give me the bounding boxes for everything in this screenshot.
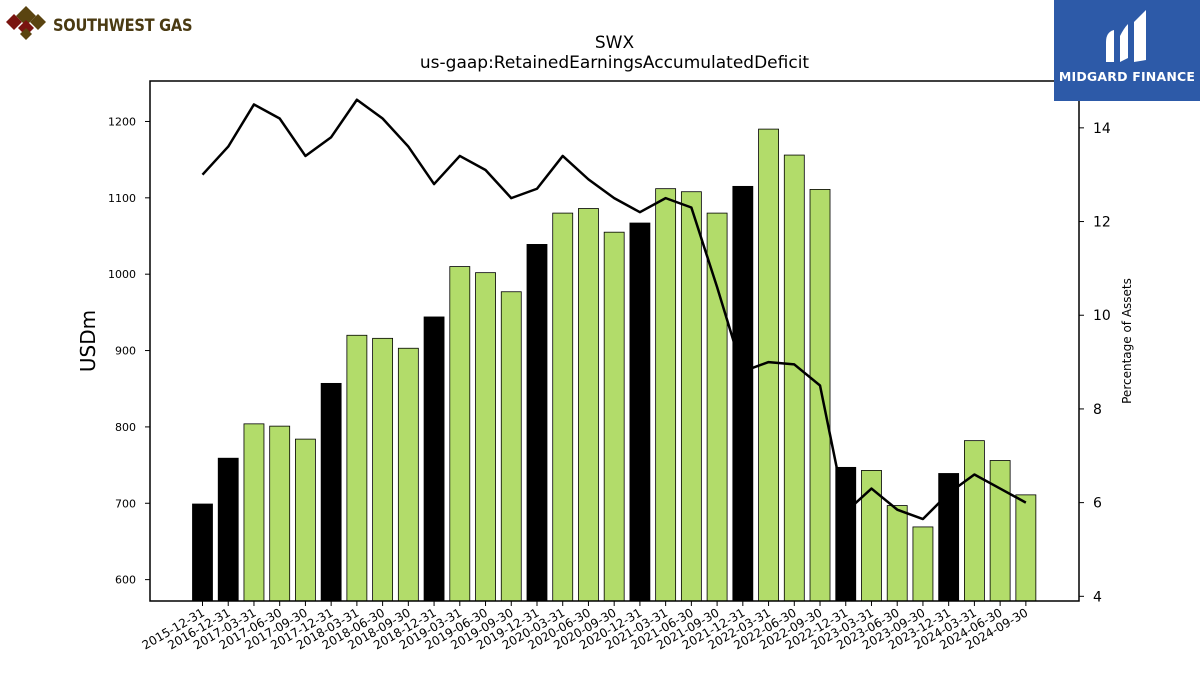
bar-2021-06-30 [680, 191, 702, 602]
y2-tick-label: 10 [1093, 308, 1111, 324]
left-axis-ticks: 600 700 800 900 1000 1100 1200 [108, 115, 150, 587]
bar-2019-03-31 [449, 266, 471, 602]
y-tick-label: 700 [115, 497, 136, 510]
y-tick-label: 1100 [108, 192, 136, 205]
bar-2019-06-30 [475, 272, 496, 602]
chart-title: SWX [595, 33, 635, 53]
bar-2021-09-30 [706, 212, 728, 602]
bar-2024-09-30 [1015, 494, 1037, 602]
bar-2017-03-31 [243, 423, 265, 602]
company-name: SOUTHWEST GAS [53, 16, 193, 36]
bar-2022-12-31 [835, 466, 857, 602]
midgard-emblem-icon [1106, 10, 1146, 62]
bar-2017-06-30 [269, 425, 291, 602]
chart-subtitle: us-gaap:RetainedEarningsAccumulatedDefic… [420, 53, 810, 73]
bar-2018-03-31 [346, 334, 368, 602]
y2-axis-label: Percentage of Assets [1120, 278, 1134, 404]
plot-frame [149, 80, 1080, 602]
bar-2023-06-30 [886, 505, 908, 602]
midgard-finance-logo: MIDGARD FINANCE [1054, 0, 1200, 101]
bar-2021-12-31 [732, 185, 754, 602]
y2-tick-label: 14 [1093, 121, 1111, 137]
bar-2022-09-30 [809, 189, 831, 602]
bar-2022-06-30 [783, 154, 805, 602]
bar-2019-12-31 [526, 244, 548, 602]
bar-2024-06-30 [989, 460, 1011, 602]
bar-2018-06-30 [372, 337, 394, 602]
bar-2021-03-31 [655, 188, 677, 602]
southwest-gas-logo: SOUTHWEST GAS [4, 4, 204, 44]
right-axis-ticks: 4 6 8 10 12 14 [1079, 121, 1111, 605]
bar-2020-12-31 [629, 222, 651, 602]
y-tick-label: 800 [115, 421, 136, 434]
bar-2019-09-30 [500, 291, 522, 602]
bar-2018-12-31 [423, 316, 445, 602]
y-tick-label: 600 [115, 574, 136, 587]
diamond-logo-icon [6, 6, 46, 40]
bar-2020-03-31 [552, 212, 574, 602]
bar-2020-09-30 [603, 231, 625, 602]
y-tick-label: 900 [115, 345, 136, 358]
bar-2020-06-30 [578, 208, 599, 602]
publisher-name: MIDGARD FINANCE [1058, 69, 1196, 84]
y-axis-label: USDm [76, 310, 100, 372]
x-axis-ticks: 2015-12-312016-12-312017-03-312017-06-30… [140, 601, 1030, 652]
y-tick-label: 1000 [108, 268, 136, 281]
y2-tick-label: 6 [1093, 496, 1102, 512]
bar-2023-09-30 [912, 526, 934, 602]
bar-2018-09-30 [397, 347, 419, 602]
y2-tick-label: 12 [1093, 215, 1111, 231]
bar-2016-12-31 [217, 457, 239, 602]
y2-tick-label: 8 [1093, 402, 1102, 418]
bar-series [192, 128, 1037, 602]
bar-2015-12-31 [192, 503, 213, 602]
bar-2017-12-31 [320, 382, 342, 602]
line-series [201, 98, 1027, 521]
y-tick-label: 1200 [108, 115, 136, 128]
bar-2017-09-30 [295, 438, 316, 602]
bar-2024-03-31 [964, 440, 985, 602]
y2-tick-label: 4 [1093, 589, 1102, 605]
